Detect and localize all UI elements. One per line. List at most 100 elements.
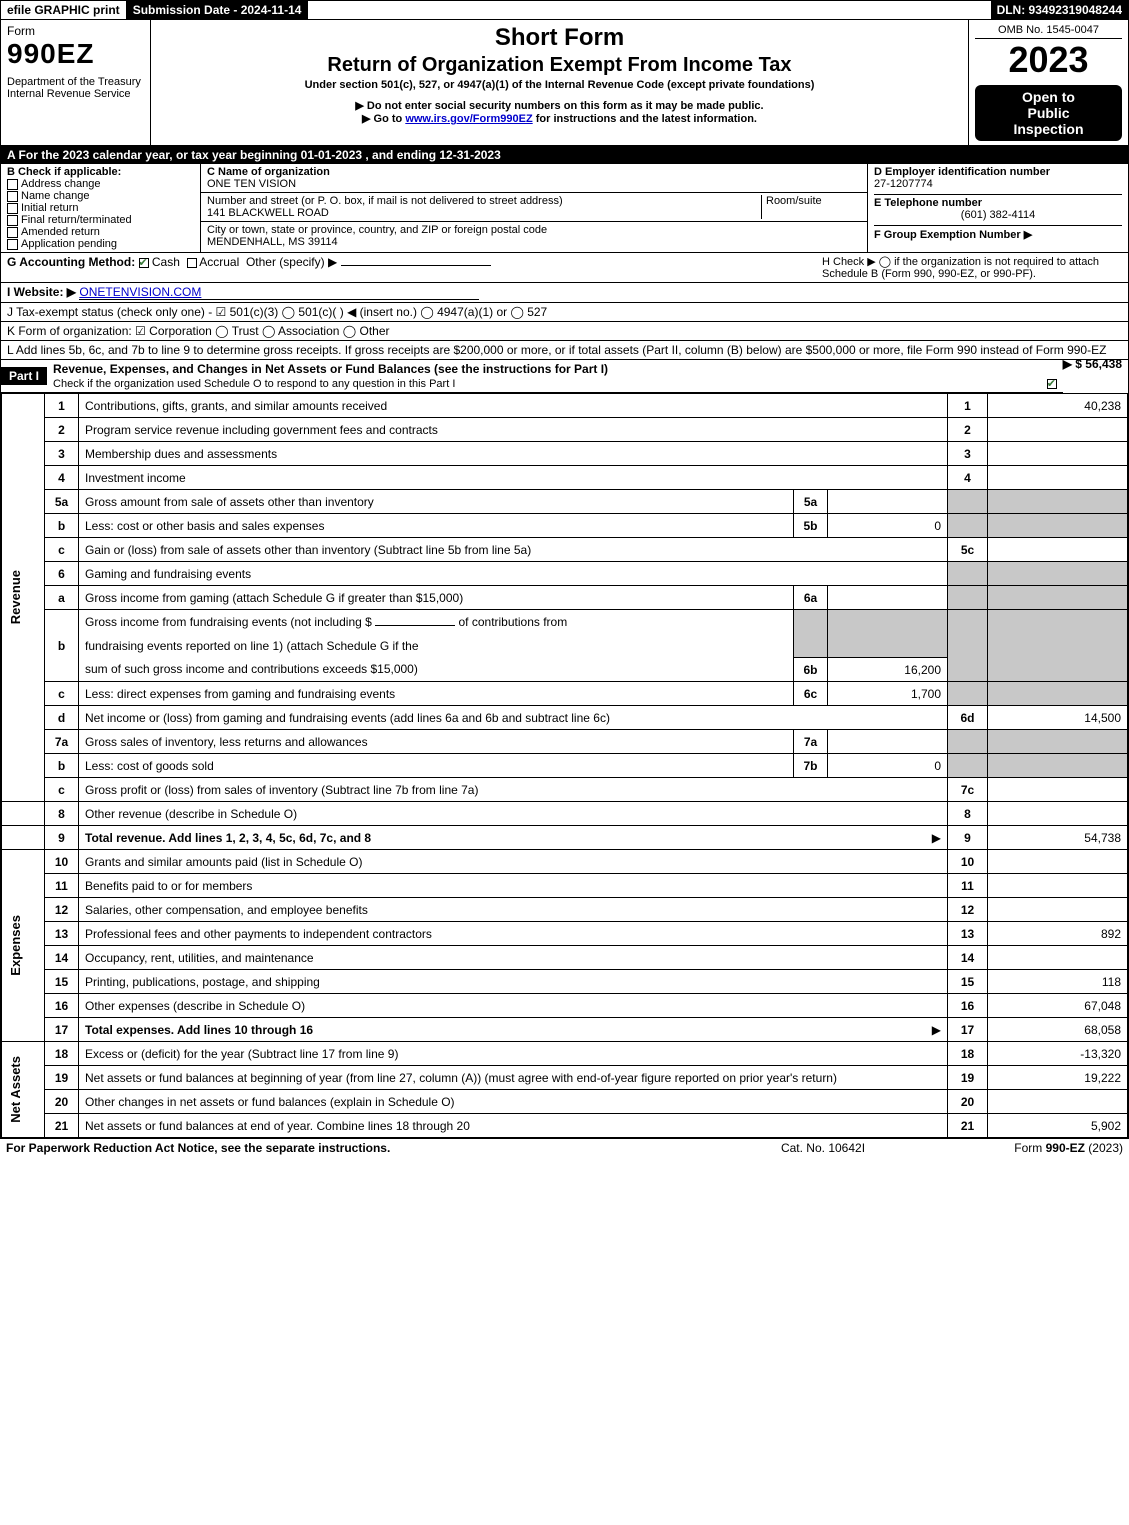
desc-8: Other revenue (describe in Schedule O)	[79, 802, 948, 826]
row-g-h: G Accounting Method: Cash Accrual Other …	[1, 253, 1128, 283]
desc-7a: Gross sales of inventory, less returns a…	[79, 730, 794, 754]
desc-5c: Gain or (loss) from sale of assets other…	[79, 538, 948, 562]
open3: Inspection	[983, 121, 1114, 137]
irs-link[interactable]: www.irs.gov/Form990EZ	[405, 113, 532, 125]
ln-6d: d	[45, 706, 79, 730]
shadev-7b	[988, 754, 1128, 778]
b-item-0: Address change	[21, 178, 101, 190]
omb: OMB No. 1545-0047	[975, 24, 1122, 39]
val-9: 54,738	[988, 826, 1128, 850]
chk-application-pending[interactable]	[7, 239, 18, 250]
header-row: Form 990EZ Department of the Treasury In…	[1, 20, 1128, 146]
form-990ez: efile GRAPHIC print Submission Date - 20…	[0, 0, 1129, 1139]
ln-10: 10	[45, 850, 79, 874]
lab-4: 4	[948, 466, 988, 490]
g-other: Other (specify) ▶	[246, 255, 337, 269]
website-link[interactable]: ONETENVISION.COM	[79, 285, 479, 300]
row-j: J Tax-exempt status (check only one) - ☑…	[1, 303, 1128, 322]
lab-6d: 6d	[948, 706, 988, 730]
org-city: MENDENHALL, MS 39114	[207, 236, 338, 248]
lab-12: 12	[948, 898, 988, 922]
val-3	[988, 442, 1128, 466]
desc-3: Membership dues and assessments	[79, 442, 948, 466]
lab-17: 17	[948, 1018, 988, 1042]
ln-7a: 7a	[45, 730, 79, 754]
ln-9: 9	[45, 826, 79, 850]
lab-2: 2	[948, 418, 988, 442]
lines-table: Revenue 1 Contributions, gifts, grants, …	[1, 393, 1128, 1138]
val-20	[988, 1090, 1128, 1114]
desc-6c: Less: direct expenses from gaming and fu…	[79, 682, 794, 706]
val-19: 19,222	[988, 1066, 1128, 1090]
shade-6b-3	[948, 610, 988, 682]
desc-20: Other changes in net assets or fund bala…	[79, 1090, 948, 1114]
part1-title: Revenue, Expenses, and Changes in Net As…	[53, 362, 608, 376]
lab-20: 20	[948, 1090, 988, 1114]
rot-rev-end2	[2, 826, 45, 850]
desc-16: Other expenses (describe in Schedule O)	[79, 994, 948, 1018]
chk-cash[interactable]	[139, 258, 149, 268]
chk-initial-return[interactable]	[7, 203, 18, 214]
subval-7b: 0	[828, 754, 948, 778]
lab-21: 21	[948, 1114, 988, 1138]
chk-schedule-o[interactable]	[1047, 379, 1057, 389]
desc-9: Total revenue. Add lines 1, 2, 3, 4, 5c,…	[79, 826, 948, 850]
desc-19: Net assets or fund balances at beginning…	[79, 1066, 948, 1090]
lab-16: 16	[948, 994, 988, 1018]
desc-6d: Net income or (loss) from gaming and fun…	[79, 706, 948, 730]
part1-header: Part I Revenue, Expenses, and Changes in…	[1, 360, 1063, 393]
title-block: Short Form Return of Organization Exempt…	[151, 20, 968, 145]
lab-5c: 5c	[948, 538, 988, 562]
form-id-block: Form 990EZ Department of the Treasury In…	[1, 20, 151, 145]
chk-amended[interactable]	[7, 227, 18, 238]
sublab-7b: 7b	[794, 754, 828, 778]
val-11	[988, 874, 1128, 898]
lab-14: 14	[948, 946, 988, 970]
shade-7a	[948, 730, 988, 754]
ln-5a: 5a	[45, 490, 79, 514]
c-addr-label: Number and street (or P. O. box, if mail…	[207, 195, 563, 207]
g-cash: Cash	[152, 255, 180, 269]
contrib-blank[interactable]	[375, 625, 455, 626]
footer: For Paperwork Reduction Act Notice, see …	[0, 1139, 1129, 1157]
desc-6b-a: Gross income from fundraising events (no…	[79, 610, 794, 634]
f-group-label: F Group Exemption Number ▶	[874, 229, 1032, 241]
shadev-6	[988, 562, 1128, 586]
val-2	[988, 418, 1128, 442]
desc-13: Professional fees and other payments to …	[79, 922, 948, 946]
ln-8: 8	[45, 802, 79, 826]
chk-final-return[interactable]	[7, 215, 18, 226]
sublab-5b: 5b	[794, 514, 828, 538]
chk-address-change[interactable]	[7, 179, 18, 190]
sublab-6b: 6b	[794, 658, 828, 682]
chk-accrual[interactable]	[187, 258, 197, 268]
desc-18: Excess or (deficit) for the year (Subtra…	[79, 1042, 948, 1066]
ln-2: 2	[45, 418, 79, 442]
val-5c	[988, 538, 1128, 562]
info-row: B Check if applicable: Address change Na…	[1, 164, 1128, 253]
desc-21: Net assets or fund balances at end of ye…	[79, 1114, 948, 1138]
efile-print[interactable]: efile GRAPHIC print	[1, 1, 127, 19]
ln-4: 4	[45, 466, 79, 490]
ln-16: 16	[45, 994, 79, 1018]
val-13: 892	[988, 922, 1128, 946]
room-label: Room/suite	[766, 195, 822, 207]
desc-6b-b: fundraising events reported on line 1) (…	[79, 634, 794, 658]
l-text: L Add lines 5b, 6c, and 7b to line 9 to …	[7, 343, 1106, 357]
open2: Public	[983, 105, 1114, 121]
l-amount: ▶ $ 56,438	[1063, 357, 1122, 371]
ln-13: 13	[45, 922, 79, 946]
dept-text: Department of the Treasury Internal Reve…	[7, 76, 144, 100]
chk-name-change[interactable]	[7, 191, 18, 202]
shade-5a	[948, 490, 988, 514]
ln-17: 17	[45, 1018, 79, 1042]
desc-4: Investment income	[79, 466, 948, 490]
g-other-input[interactable]	[341, 265, 491, 266]
e-phone-label: E Telephone number	[874, 197, 982, 209]
ln-20: 20	[45, 1090, 79, 1114]
phone-value: (601) 382-4114	[874, 209, 1122, 221]
footer-left: For Paperwork Reduction Act Notice, see …	[6, 1141, 723, 1155]
desc-6: Gaming and fundraising events	[79, 562, 948, 586]
b-item-1: Name change	[21, 190, 90, 202]
g-accrual: Accrual	[199, 255, 239, 269]
